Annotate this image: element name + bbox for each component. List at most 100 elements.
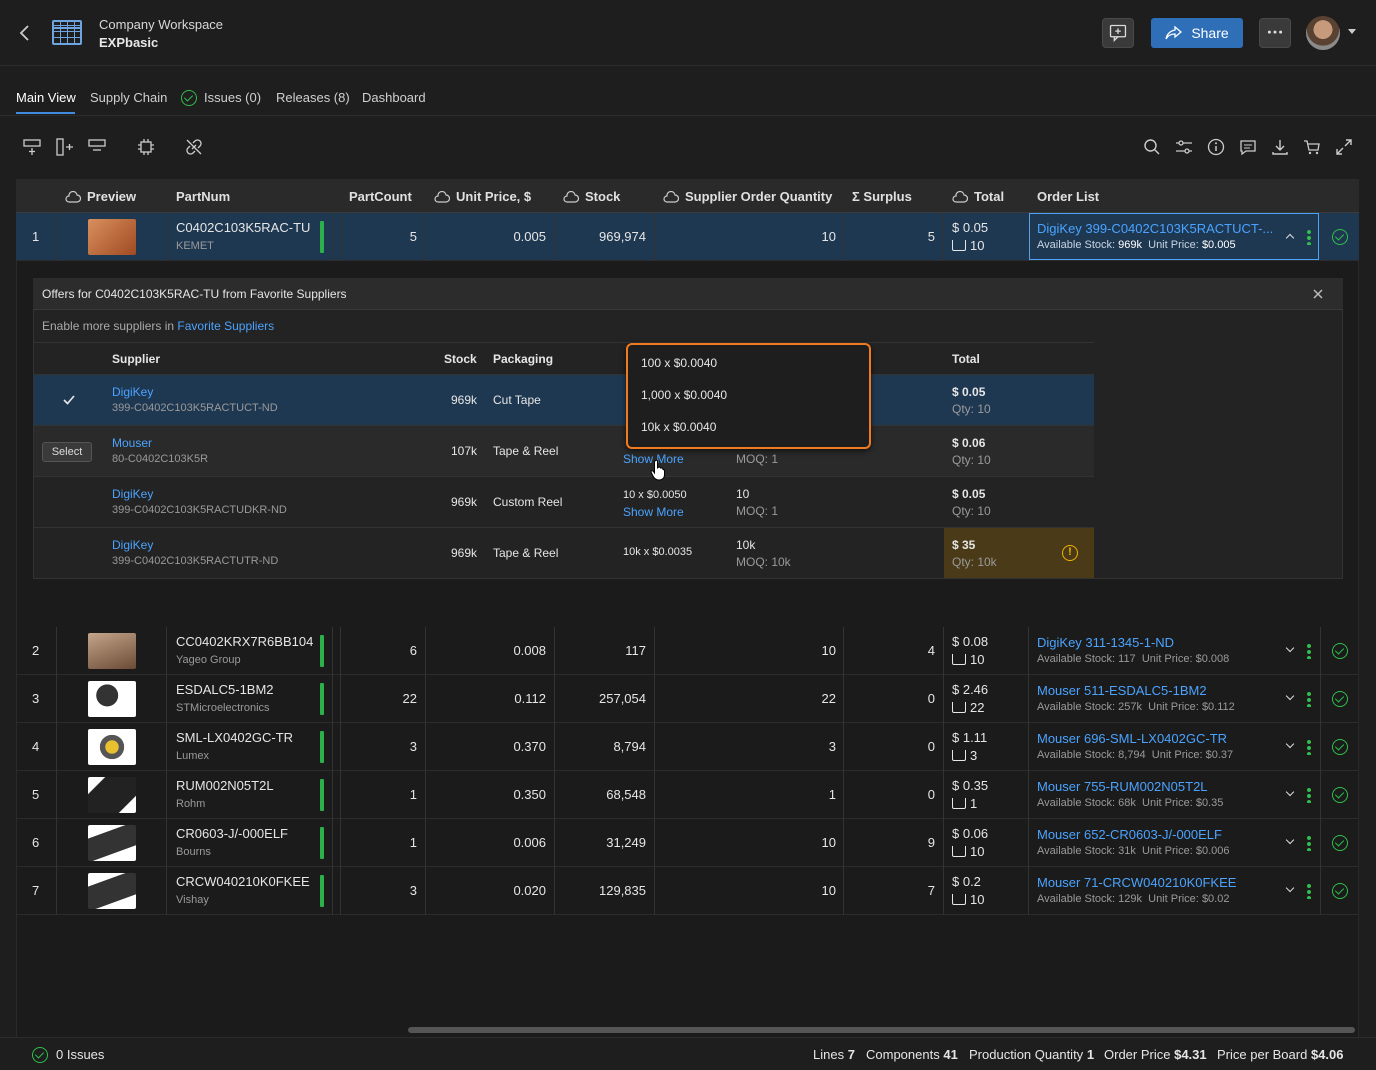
issues-count[interactable]: 0 Issues — [56, 1047, 105, 1062]
table-row[interactable]: 5 RUM002N05T2L Rohm 1 0.350 68,548 1 0 $ 0.35 1 Mo… — [16, 771, 1359, 819]
price-break-2[interactable]: 1,000 x $0.0040 — [641, 388, 728, 402]
part-count[interactable]: 22 — [402, 691, 417, 706]
comment-button[interactable] — [1102, 18, 1134, 48]
avatar-dropdown-caret-icon[interactable] — [1348, 29, 1356, 34]
order-list-item[interactable]: Mouser 71-CRCW040210K0FKEE — [1037, 875, 1237, 890]
tab-supply-chain[interactable]: Supply Chain — [90, 90, 168, 105]
offer-supplier[interactable]: DigiKey — [112, 487, 154, 501]
select-offer-button[interactable]: Select — [42, 442, 92, 462]
insert-column-button[interactable] — [55, 137, 75, 157]
user-avatar[interactable] — [1306, 16, 1340, 50]
favorite-suppliers-link[interactable]: Favorite Suppliers — [177, 319, 275, 333]
tab-dashboard[interactable]: Dashboard — [362, 90, 426, 105]
order-list-item[interactable]: DigiKey 311-1345-1-ND — [1037, 635, 1175, 650]
offer-row[interactable]: DigiKey 399-C0402C103K5RACTUCT-ND 969k Cut … — [34, 375, 1094, 426]
offer-supplier[interactable]: DigiKey — [112, 385, 154, 399]
col-surplus[interactable]: Σ Surplus — [852, 189, 912, 204]
show-more-link[interactable]: Show More — [623, 452, 684, 466]
col-preview[interactable]: Preview — [65, 189, 136, 204]
price-break-3[interactable]: 10k x $0.0040 — [641, 420, 717, 434]
download-button[interactable] — [1270, 137, 1290, 157]
order-list-item[interactable]: Mouser 652-CR0603-J/-000ELF — [1037, 827, 1222, 842]
part-number[interactable]: C0402C103K5RAC-TU — [176, 220, 311, 235]
tab-releases[interactable]: Releases (8) — [276, 90, 350, 105]
order-list-item[interactable]: Mouser 511-ESDALC5-1BM2 — [1037, 683, 1207, 698]
part-number[interactable]: SML-LX0402GC-TR — [176, 730, 294, 745]
chevron-down-icon[interactable] — [1285, 883, 1295, 893]
chevron-down-icon[interactable] — [1285, 787, 1295, 797]
expand-button[interactable] — [1334, 137, 1354, 157]
cart-button[interactable] — [1302, 137, 1322, 157]
table-row[interactable]: 6 CR0603-J/-000ELF Bourns 1 0.006 31,249 10 9 $ … — [16, 819, 1359, 867]
part-number[interactable]: CRCW040210K0FKEE — [176, 874, 310, 889]
close-icon[interactable] — [1312, 288, 1324, 300]
offer-row[interactable]: Mouser 80-C0402C103K5R 107k Tape & Reel Show… — [34, 426, 1094, 477]
chevron-down-icon[interactable] — [1285, 691, 1295, 701]
chevron-down-icon[interactable] — [1285, 835, 1295, 845]
part-count[interactable]: 5 — [409, 229, 417, 244]
part-preview-image[interactable] — [88, 633, 136, 669]
comments-button[interactable] — [1238, 137, 1258, 157]
offer-supplier[interactable]: Mouser — [112, 436, 153, 450]
offer-supplier[interactable]: DigiKey — [112, 538, 154, 552]
row-menu-icon[interactable] — [1307, 691, 1311, 707]
order-list-item[interactable]: Mouser 755-RUM002N05T2L — [1037, 779, 1208, 794]
chevron-down-icon[interactable] — [1285, 643, 1295, 653]
horizontal-scrollbar[interactable] — [408, 1027, 1355, 1033]
part-preview-image[interactable] — [88, 219, 136, 255]
row-menu-icon[interactable] — [1307, 229, 1311, 245]
price-break-1[interactable]: 100 x $0.0040 — [641, 356, 718, 370]
row-menu-icon[interactable] — [1307, 883, 1311, 899]
delete-row-button[interactable] — [87, 137, 107, 157]
col-partnum[interactable]: PartNum — [176, 189, 230, 204]
order-list-item[interactable]: Mouser 696-SML-LX0402GC-TR — [1037, 731, 1228, 746]
part-count[interactable]: 1 — [409, 835, 417, 850]
part-number[interactable]: CR0603-J/-000ELF — [176, 826, 288, 841]
part-preview-image[interactable] — [88, 825, 136, 861]
col-partcount[interactable]: PartCount — [349, 189, 412, 204]
unlink-button[interactable] — [184, 137, 204, 157]
part-preview-image[interactable] — [88, 681, 136, 717]
col-stock[interactable]: Stock — [563, 189, 620, 204]
row-menu-icon[interactable] — [1307, 739, 1311, 755]
part-number[interactable]: RUM002N05T2L — [176, 778, 274, 793]
part-count[interactable]: 1 — [409, 787, 417, 802]
offer-row[interactable]: DigiKey 399-C0402C103K5RACTUDKR-ND 969k Cus… — [34, 477, 1094, 528]
part-number[interactable]: CC0402KRX7R6BB104 — [176, 634, 314, 649]
chevron-down-icon[interactable] — [1285, 739, 1295, 749]
row-menu-icon[interactable] — [1307, 643, 1311, 659]
table-row[interactable]: 3 ESDALC5-1BM2 STMicroelectronics 22 0.112 25… — [16, 675, 1359, 723]
search-button[interactable] — [1142, 137, 1162, 157]
order-list-selected-cell[interactable] — [1029, 213, 1319, 260]
column-divider — [166, 213, 167, 261]
part-count[interactable]: 3 — [409, 883, 417, 898]
tab-main-view[interactable]: Main View — [16, 90, 76, 105]
col-unit-price[interactable]: Unit Price, $ — [434, 189, 531, 204]
component-button[interactable] — [136, 137, 156, 157]
table-row[interactable]: 1 C0402C103K5RAC-TU KEMET 5 0.005 969,974 10 5 $… — [16, 213, 1359, 261]
part-preview-image[interactable] — [88, 729, 136, 765]
share-button[interactable]: Share — [1151, 18, 1243, 48]
col-total[interactable]: Total — [952, 189, 1004, 204]
part-count[interactable]: 3 — [409, 739, 417, 754]
row-menu-icon[interactable] — [1307, 835, 1311, 851]
show-more-link[interactable]: Show More — [623, 505, 684, 519]
row-menu-icon[interactable] — [1307, 787, 1311, 803]
offer-row[interactable]: DigiKey 399-C0402C103K5RACTUTR-ND 969k Tape… — [34, 528, 1094, 579]
part-preview-image[interactable] — [88, 777, 136, 813]
table-row[interactable]: 7 CRCW040210K0FKEE Vishay 3 0.020 129,835 10 7 $… — [16, 867, 1359, 915]
part-number[interactable]: ESDALC5-1BM2 — [176, 682, 274, 697]
table-row[interactable]: 2 CC0402KRX7R6BB104 Yageo Group 6 0.008 117 10… — [16, 627, 1359, 675]
order-list-item[interactable]: DigiKey 399-C0402C103K5RACTUCT-... — [1037, 221, 1274, 236]
tab-issues[interactable]: Issues (0) — [204, 90, 262, 105]
info-button[interactable] — [1206, 137, 1226, 157]
part-count[interactable]: 6 — [409, 643, 417, 658]
col-supplier-order-qty[interactable]: Supplier Order Quantity — [663, 189, 832, 204]
more-options-button[interactable] — [1259, 18, 1291, 48]
back-arrow-icon[interactable] — [16, 22, 34, 44]
col-order-list[interactable]: Order List — [1037, 189, 1099, 204]
part-preview-image[interactable] — [88, 873, 136, 909]
insert-row-button[interactable] — [22, 137, 42, 157]
table-row[interactable]: 4 SML-LX0402GC-TR Lumex 3 0.370 8,794 3 0 $ 1.11… — [16, 723, 1359, 771]
filter-settings-button[interactable] — [1174, 137, 1194, 157]
